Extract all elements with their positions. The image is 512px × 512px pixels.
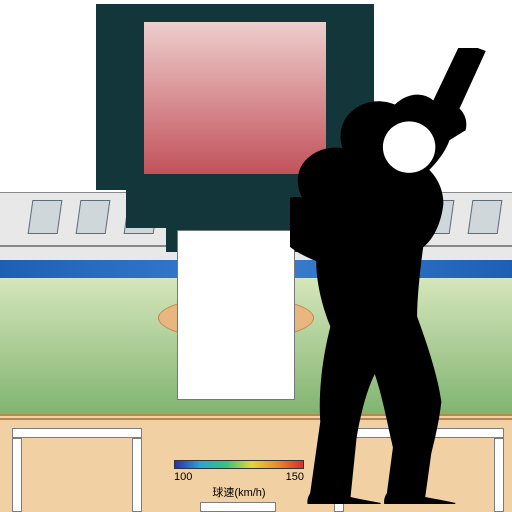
pitch-location-diagram: 100 150 球速(km/h) bbox=[0, 0, 512, 512]
tick-max: 150 bbox=[286, 471, 304, 483]
velocity-legend: 100 150 球速(km/h) bbox=[174, 460, 304, 500]
velocity-colorbar bbox=[174, 460, 304, 469]
batters-box-line bbox=[132, 438, 142, 512]
home-plate-line bbox=[200, 502, 276, 512]
velocity-ticks: 100 150 bbox=[174, 471, 304, 483]
velocity-label: 球速(km/h) bbox=[174, 484, 304, 500]
strike-zone bbox=[177, 230, 295, 400]
batters-box-line bbox=[12, 428, 142, 438]
scoreboard-wing-left bbox=[126, 190, 166, 228]
batter-silhouette bbox=[290, 48, 512, 504]
tick-min: 100 bbox=[174, 471, 192, 483]
batters-box-line bbox=[12, 438, 22, 512]
